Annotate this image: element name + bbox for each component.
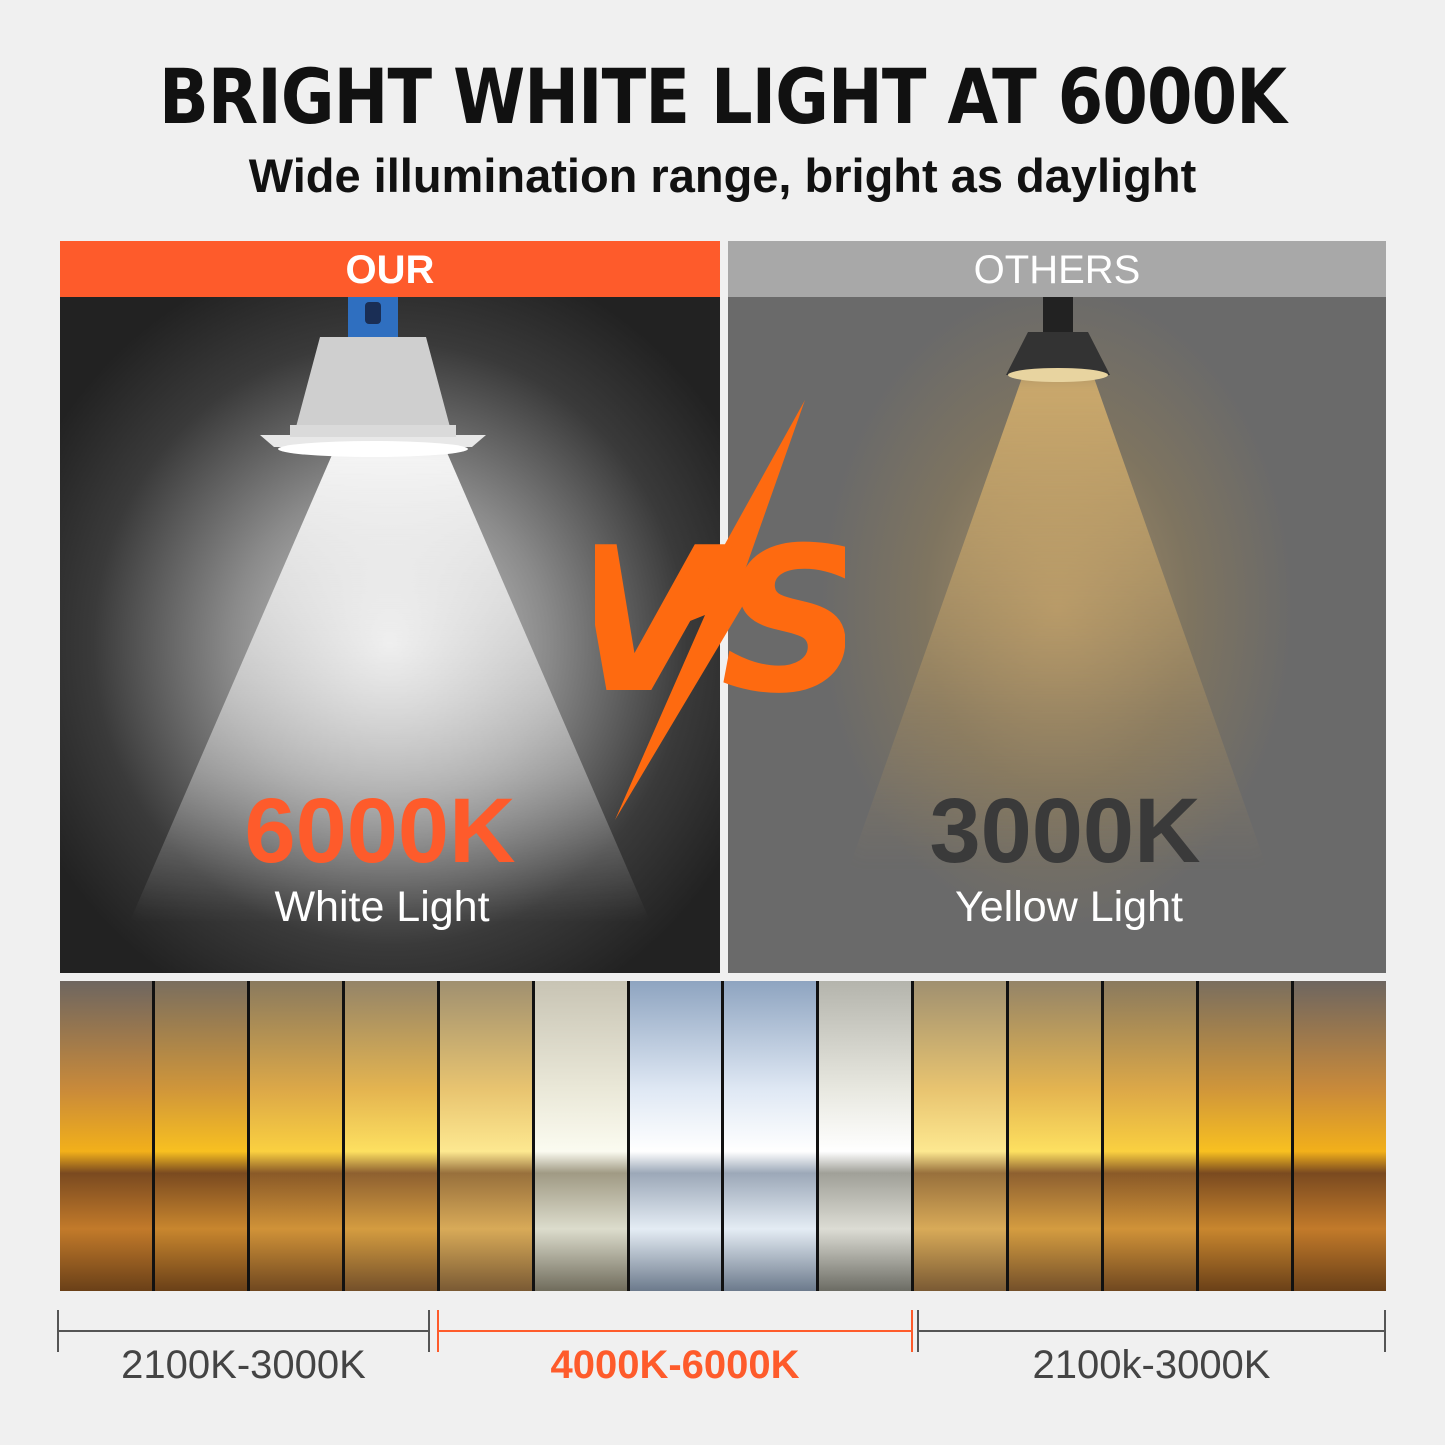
white-lamp-icon — [260, 297, 486, 457]
our-panel: OUR 6000K White Light — [60, 241, 720, 973]
our-temperature: 6000K — [244, 780, 516, 882]
range-bracket-warm-right — [917, 1310, 1386, 1352]
range-label-white: 4000K-6000K — [550, 1343, 800, 1387]
others-panel: OTHERS 3000K Yellow Light — [728, 241, 1386, 973]
page-subtitle: Wide illumination range, bright as dayli… — [248, 149, 1197, 202]
our-header: OUR — [60, 241, 720, 297]
range-label-warm-left: 2100K-3000K — [121, 1343, 366, 1387]
others-temperature: 3000K — [929, 780, 1201, 882]
yellow-lamp-icon — [1006, 297, 1110, 382]
others-header: OTHERS — [728, 241, 1386, 297]
range-bracket-warm-left — [57, 1310, 430, 1352]
others-light-type: Yellow Light — [955, 883, 1183, 931]
vs-lightning-icon: VS — [595, 400, 845, 820]
range-bracket-white — [437, 1310, 913, 1352]
page-title: BRIGHT WHITE LIGHT AT 6000K — [158, 52, 1287, 141]
range-label-warm-right: 2100k-3000K — [1032, 1343, 1271, 1387]
our-light-type: White Light — [274, 883, 490, 931]
color-temperature-strip — [60, 981, 1386, 1291]
vs-text: VS — [595, 505, 845, 738]
